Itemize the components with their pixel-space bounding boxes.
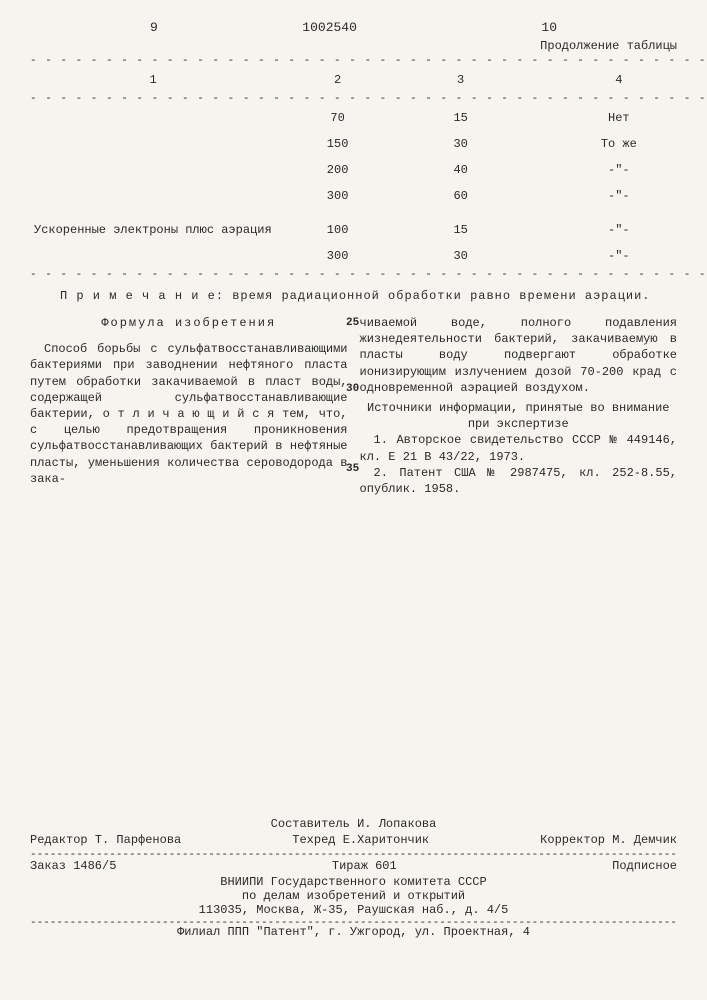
subscription: Подписное [612, 859, 677, 873]
right-paragraph-1: чиваемой воде, полного подавления жизнед… [360, 315, 678, 396]
patent-number: 1002540 [302, 20, 357, 35]
table-header-row: 1 2 3 4 5 [30, 67, 707, 93]
table-separator: - - - - - - - - - - - - - - - - - - - - … [30, 269, 707, 281]
left-page-number: 9 [150, 20, 158, 35]
col-header: 3 [399, 67, 522, 93]
org-line-1: ВНИИПИ Государственного комитета СССР [30, 875, 677, 889]
table-continuation-label: Продолжение таблицы [30, 39, 677, 53]
corrector: Корректор М. Демчик [540, 833, 677, 847]
compiler: Составитель И. Лопакова [30, 817, 677, 831]
col-header: 2 [276, 67, 399, 93]
footer: Составитель И. Лопакова Редактор Т. Парф… [30, 817, 677, 939]
table-row: 150 30 То же -"- [30, 131, 707, 157]
col-header: 1 [30, 67, 276, 93]
source-2: 2. Патент США № 2987475, кл. 252-8.55, о… [360, 465, 678, 497]
order-number: Заказ 1486/5 [30, 859, 116, 873]
table-separator: - - - - - - - - - - - - - - - - - - - - … [30, 93, 707, 105]
formula-title: Формула изобретения [30, 315, 348, 331]
footer-separator: ----------------------------------------… [30, 917, 677, 925]
table-row: Ускоренные электроны плюс аэрация 100 15… [30, 209, 707, 243]
table-row: 70 15 Нет -"- [30, 105, 707, 131]
techred: Техред Е.Харитончик [292, 833, 429, 847]
right-page-number: 10 [541, 20, 557, 35]
table-row: 300 60 -"- -"- [30, 183, 707, 209]
line-number: 25 [346, 317, 359, 329]
org-line-2: по делам изобретений и открытий [30, 889, 677, 903]
left-paragraph: Способ борьбы с сульфатвосстанавливающим… [30, 341, 348, 487]
line-number: 35 [346, 463, 359, 475]
data-table: - - - - - - - - - - - - - - - - - - - - … [30, 55, 707, 281]
table-row: 300 30 -"- - [30, 243, 707, 269]
address-1: 113035, Москва, Ж-35, Раушская наб., д. … [30, 903, 677, 917]
line-number: 30 [346, 383, 359, 395]
table-row: 200 40 -"- -"- [30, 157, 707, 183]
table-note: П р и м е ч а н и е: время радиационной … [60, 289, 677, 303]
right-column: чиваемой воде, полного подавления жизнед… [360, 315, 678, 497]
page-header: 9 1002540 10 [30, 20, 677, 35]
left-column: Формула изобретения Способ борьбы с суль… [30, 315, 348, 497]
address-2: Филиал ППП "Патент", г. Ужгород, ул. Про… [30, 925, 677, 939]
sources-title: Источники информации, принятые во вниман… [360, 400, 678, 432]
source-1: 1. Авторское свидетельство СССР № 449146… [360, 432, 678, 464]
table-separator: - - - - - - - - - - - - - - - - - - - - … [30, 55, 707, 67]
editor: Редактор Т. Парфенова [30, 833, 181, 847]
tirazh: Тираж 601 [332, 859, 397, 873]
note-text: время радиационной обработки равно време… [232, 289, 650, 303]
footer-separator: ----------------------------------------… [30, 849, 677, 857]
note-label: П р и м е ч а н и е: [60, 289, 224, 303]
col-header: 4 [522, 67, 707, 93]
